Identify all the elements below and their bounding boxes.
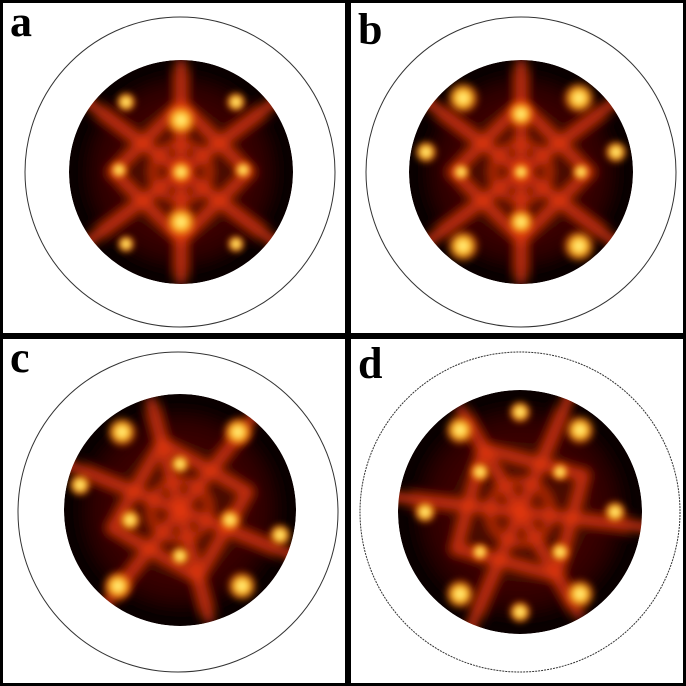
spot xyxy=(507,399,533,425)
spot xyxy=(114,90,138,114)
diamond xyxy=(105,435,255,585)
outer-ring xyxy=(24,16,336,328)
spot xyxy=(603,139,629,165)
spot xyxy=(412,499,438,525)
spots xyxy=(413,79,629,265)
spot xyxy=(221,415,255,449)
spot xyxy=(168,452,192,476)
spot xyxy=(510,161,532,183)
spot xyxy=(560,79,598,117)
pattern-lines xyxy=(398,390,642,634)
spot xyxy=(450,161,472,183)
spot xyxy=(232,159,254,181)
ring xyxy=(150,141,212,203)
panel-label: d xyxy=(358,339,382,388)
spot xyxy=(570,161,592,183)
spot xyxy=(468,460,492,484)
spot xyxy=(444,227,482,265)
spot xyxy=(505,98,537,130)
pattern xyxy=(409,60,633,284)
spot xyxy=(413,139,439,165)
spots xyxy=(108,90,254,255)
spot xyxy=(115,233,137,255)
pattern xyxy=(69,60,293,284)
spot xyxy=(225,569,259,603)
streak xyxy=(455,390,585,634)
spot xyxy=(443,413,477,447)
outer-ring xyxy=(365,16,677,328)
pattern xyxy=(64,394,296,626)
spot xyxy=(505,206,537,238)
spot xyxy=(67,472,93,498)
diamond xyxy=(446,97,596,247)
diamond xyxy=(450,442,590,582)
spot xyxy=(168,544,192,568)
spot xyxy=(224,90,248,114)
spot xyxy=(444,79,482,117)
pattern xyxy=(398,390,642,634)
spot xyxy=(217,507,243,533)
ring xyxy=(490,141,552,203)
spot xyxy=(560,227,598,265)
outer-ring xyxy=(359,351,681,673)
ring xyxy=(148,478,212,542)
spot xyxy=(101,569,135,603)
panel-label: a xyxy=(10,0,32,46)
spot xyxy=(507,599,533,625)
spot xyxy=(108,159,130,181)
spot xyxy=(563,413,597,447)
spot xyxy=(105,415,139,449)
ring xyxy=(486,478,554,546)
spot xyxy=(443,577,477,611)
pattern-lines xyxy=(64,394,296,626)
panel-label: c xyxy=(10,333,30,382)
spot xyxy=(602,499,628,525)
spot xyxy=(267,522,293,548)
spot xyxy=(549,461,571,483)
spot xyxy=(563,577,597,611)
outer-ring xyxy=(17,351,339,673)
spot xyxy=(469,541,491,563)
spot xyxy=(117,507,143,533)
spot xyxy=(162,203,200,241)
spot xyxy=(168,159,194,185)
spots xyxy=(67,415,293,603)
spot xyxy=(548,540,572,564)
spot xyxy=(225,233,247,255)
panel-label: b xyxy=(358,5,382,54)
spots xyxy=(412,399,628,625)
spot xyxy=(162,101,200,139)
